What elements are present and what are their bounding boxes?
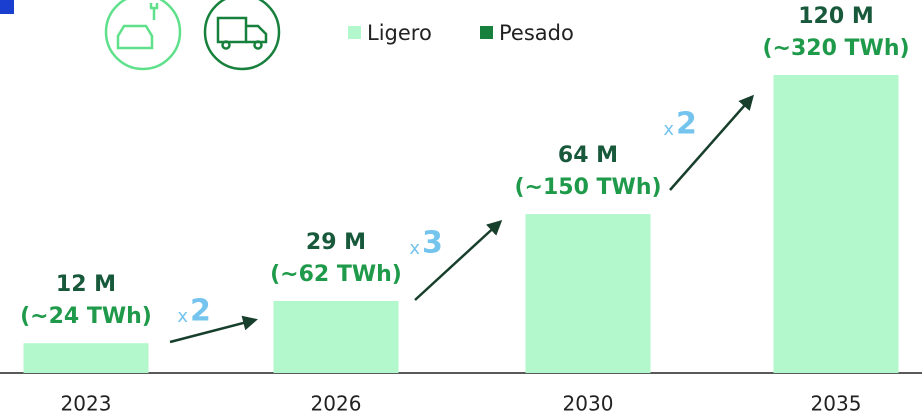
bar: [273, 300, 399, 373]
value-label: 120 M: [798, 4, 873, 29]
x-tick-label: 2023: [61, 392, 112, 416]
legend-label: Ligero: [367, 21, 432, 45]
arrow: [414, 219, 503, 301]
arrow: [669, 94, 754, 191]
bar: [23, 343, 149, 373]
x-tick-label: 2035: [811, 392, 862, 416]
legend-swatch: [348, 26, 361, 39]
growth-factor: 2: [190, 294, 211, 329]
x-tick-label: 2026: [311, 392, 362, 416]
energy-label: (~150 TWh): [514, 175, 661, 200]
energy-label: (~24 TWh): [20, 304, 152, 329]
growth-factor: 2: [676, 107, 697, 142]
growth-prefix: x: [177, 306, 188, 327]
legend-swatch: [480, 26, 493, 39]
value-label: 29 M: [306, 230, 366, 255]
truck-icon: [203, 0, 281, 71]
corner-mark: [0, 0, 14, 14]
legend-label: Pesado: [499, 21, 574, 45]
bar: [525, 214, 651, 373]
value-label: 12 M: [56, 272, 116, 297]
bar: [773, 75, 899, 373]
growth-factor: 3: [422, 226, 443, 261]
energy-label: (~62 TWh): [270, 262, 402, 287]
x-tick-label: 2030: [563, 392, 614, 416]
value-label: 64 M: [558, 143, 618, 168]
energy-label: (~320 TWh): [762, 36, 909, 61]
growth-prefix: x: [409, 238, 420, 259]
arrow: [169, 315, 258, 344]
car-icon: [104, 0, 182, 71]
growth-prefix: x: [663, 119, 674, 140]
